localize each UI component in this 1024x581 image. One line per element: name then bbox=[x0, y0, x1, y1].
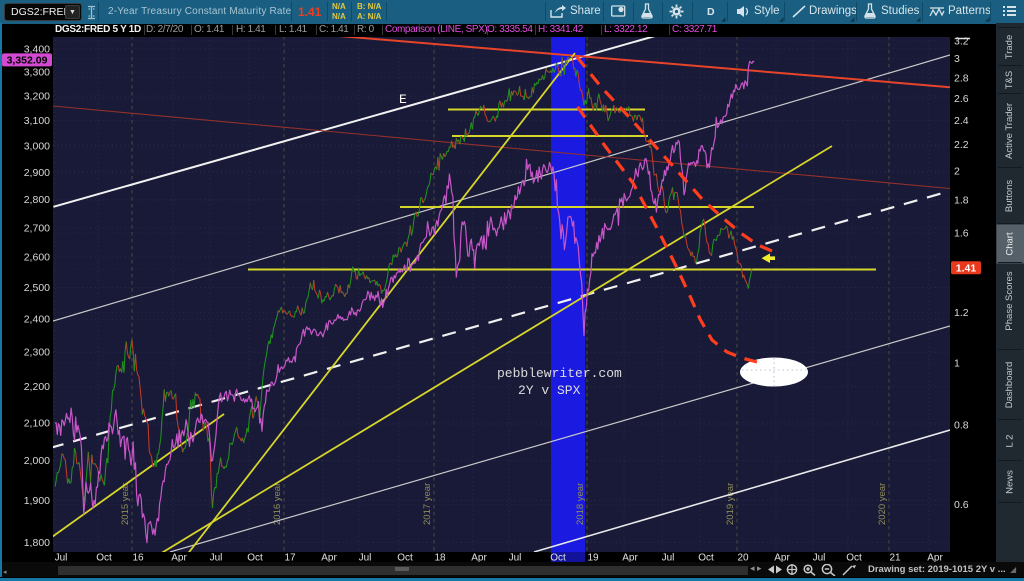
svg-text:Apr: Apr bbox=[622, 553, 638, 564]
svg-text:Apr: Apr bbox=[471, 553, 487, 564]
svg-text:3.2: 3.2 bbox=[954, 35, 969, 47]
svg-text:Jul: Jul bbox=[813, 553, 826, 564]
svg-text:3,200: 3,200 bbox=[24, 91, 50, 103]
svg-text:1,900: 1,900 bbox=[24, 495, 50, 507]
svg-text:Oct: Oct bbox=[397, 553, 413, 564]
svg-text:Apr: Apr bbox=[321, 553, 337, 564]
svg-text:3,352.09: 3,352.09 bbox=[7, 55, 48, 67]
svg-text:3: 3 bbox=[954, 53, 960, 65]
svg-text:16: 16 bbox=[132, 553, 144, 564]
svg-text:20: 20 bbox=[737, 553, 749, 564]
svg-text:2,100: 2,100 bbox=[24, 417, 50, 429]
svg-text:Oct: Oct bbox=[96, 553, 112, 564]
svg-text:2,200: 2,200 bbox=[24, 381, 50, 393]
svg-text:1.6: 1.6 bbox=[954, 227, 969, 239]
svg-text:2,800: 2,800 bbox=[24, 194, 50, 206]
svg-text:18: 18 bbox=[434, 553, 446, 564]
svg-text:2,900: 2,900 bbox=[24, 167, 50, 179]
svg-text:21: 21 bbox=[889, 553, 901, 564]
svg-text:2,300: 2,300 bbox=[24, 347, 50, 359]
svg-text:Jul: Jul bbox=[210, 553, 223, 564]
svg-text:1.8: 1.8 bbox=[954, 195, 969, 207]
svg-text:3,300: 3,300 bbox=[24, 67, 50, 79]
svg-text:0.8: 0.8 bbox=[954, 419, 969, 431]
svg-text:Apr: Apr bbox=[927, 553, 943, 564]
svg-text:2Y v SPX: 2Y v SPX bbox=[518, 383, 581, 398]
svg-text:Jul: Jul bbox=[509, 553, 522, 564]
svg-text:2: 2 bbox=[954, 166, 960, 178]
svg-text:2.4: 2.4 bbox=[954, 115, 969, 127]
svg-text:Jul: Jul bbox=[662, 553, 675, 564]
svg-text:2.8: 2.8 bbox=[954, 72, 969, 84]
svg-text:Apr: Apr bbox=[171, 553, 187, 564]
svg-text:1: 1 bbox=[954, 358, 960, 370]
svg-text:3,000: 3,000 bbox=[24, 141, 50, 153]
svg-text:2,700: 2,700 bbox=[24, 222, 50, 234]
svg-text:2016 year: 2016 year bbox=[272, 483, 283, 525]
svg-text:2019 year: 2019 year bbox=[725, 483, 736, 525]
svg-text:2015 year: 2015 year bbox=[120, 483, 131, 525]
svg-text:2,500: 2,500 bbox=[24, 282, 50, 294]
svg-text:2,400: 2,400 bbox=[24, 314, 50, 326]
svg-text:2,000: 2,000 bbox=[24, 455, 50, 467]
svg-text:2018 year: 2018 year bbox=[575, 483, 586, 525]
svg-text:1.41: 1.41 bbox=[956, 263, 977, 275]
svg-text:2.2: 2.2 bbox=[954, 139, 969, 151]
svg-text:Jul: Jul bbox=[55, 553, 68, 564]
svg-text:1.2: 1.2 bbox=[954, 307, 969, 319]
svg-text:3,100: 3,100 bbox=[24, 115, 50, 127]
svg-text:E: E bbox=[399, 92, 407, 107]
svg-text:Jul: Jul bbox=[359, 553, 372, 564]
svg-text:19: 19 bbox=[587, 553, 599, 564]
svg-text:Oct: Oct bbox=[247, 553, 263, 564]
svg-text:1,800: 1,800 bbox=[24, 537, 50, 549]
svg-text:Apr: Apr bbox=[774, 553, 790, 564]
svg-text:17: 17 bbox=[284, 553, 296, 564]
svg-text:2020 year: 2020 year bbox=[877, 483, 888, 525]
svg-text:2017 year: 2017 year bbox=[422, 483, 433, 525]
svg-text:3,400: 3,400 bbox=[24, 43, 50, 55]
svg-text:Oct: Oct bbox=[550, 553, 566, 564]
svg-text:0.6: 0.6 bbox=[954, 499, 969, 511]
svg-text:pebblewriter.com: pebblewriter.com bbox=[497, 366, 622, 381]
svg-text:Oct: Oct bbox=[846, 553, 862, 564]
svg-text:2.6: 2.6 bbox=[954, 93, 969, 105]
svg-text:2,600: 2,600 bbox=[24, 252, 50, 264]
svg-text:Oct: Oct bbox=[698, 553, 714, 564]
